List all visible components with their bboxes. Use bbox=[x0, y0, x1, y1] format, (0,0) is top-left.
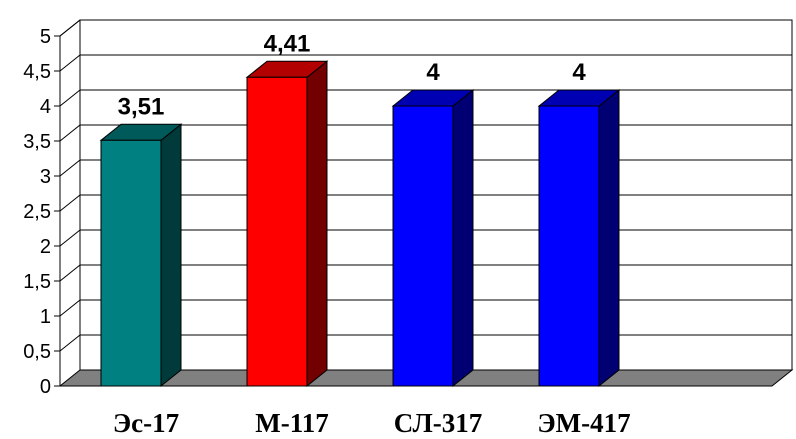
gridline-side bbox=[59, 54, 81, 72]
category-label: СЛ-317 bbox=[394, 408, 482, 438]
gridline-side bbox=[59, 194, 81, 212]
bar-front bbox=[392, 105, 454, 387]
gridline-side bbox=[59, 159, 81, 177]
y-tick-label: 3,5 bbox=[23, 131, 51, 153]
category-label: Эс-17 bbox=[113, 408, 179, 438]
gridline-side bbox=[59, 124, 81, 142]
y-tick-label: 4 bbox=[40, 96, 51, 118]
data-label: 4 bbox=[572, 59, 586, 86]
bar-3 bbox=[391, 88, 475, 388]
y-tick-label: 2 bbox=[40, 236, 51, 258]
bar-side bbox=[160, 123, 182, 388]
category-label: ЭМ-417 bbox=[537, 408, 630, 438]
gridline-side bbox=[59, 299, 81, 317]
data-label: 4,41 bbox=[264, 30, 311, 57]
y-tick-label: 2,5 bbox=[23, 201, 51, 223]
y-tick-label: 4,5 bbox=[23, 61, 51, 83]
axes: 0 0,5 1 1,5 2 2,5 3 3,5 4 4,5 5 bbox=[23, 19, 81, 398]
bar-side bbox=[598, 88, 620, 388]
bar-side bbox=[452, 88, 474, 388]
y-tick-label: 0 bbox=[40, 376, 51, 398]
data-label: 3,51 bbox=[118, 93, 165, 120]
bar-front bbox=[246, 76, 308, 387]
gridline-side bbox=[59, 264, 81, 282]
gridline-side bbox=[59, 229, 81, 247]
bar-2 bbox=[245, 60, 329, 388]
gridline-side bbox=[59, 334, 81, 352]
bar-front bbox=[538, 105, 600, 387]
gridline-side bbox=[59, 89, 81, 107]
y-tick-label: 1,5 bbox=[23, 271, 51, 293]
bar-1 bbox=[99, 123, 183, 388]
y-tick-label: 3 bbox=[40, 166, 51, 188]
labels: 3,51 Эс-17 4,41 М-117 4 СЛ-317 4 ЭМ-417 bbox=[113, 30, 631, 438]
wall-top-edge bbox=[59, 19, 81, 37]
category-label: М-117 bbox=[255, 408, 329, 438]
y-tick-label: 1 bbox=[40, 306, 51, 328]
bar-4 bbox=[537, 88, 621, 388]
bars bbox=[99, 60, 621, 388]
data-label: 4 bbox=[426, 59, 440, 86]
bar-front bbox=[100, 139, 162, 387]
y-tick-label: 5 bbox=[40, 26, 51, 48]
bar-side bbox=[306, 60, 328, 388]
y-tick-label: 0,5 bbox=[23, 341, 51, 363]
